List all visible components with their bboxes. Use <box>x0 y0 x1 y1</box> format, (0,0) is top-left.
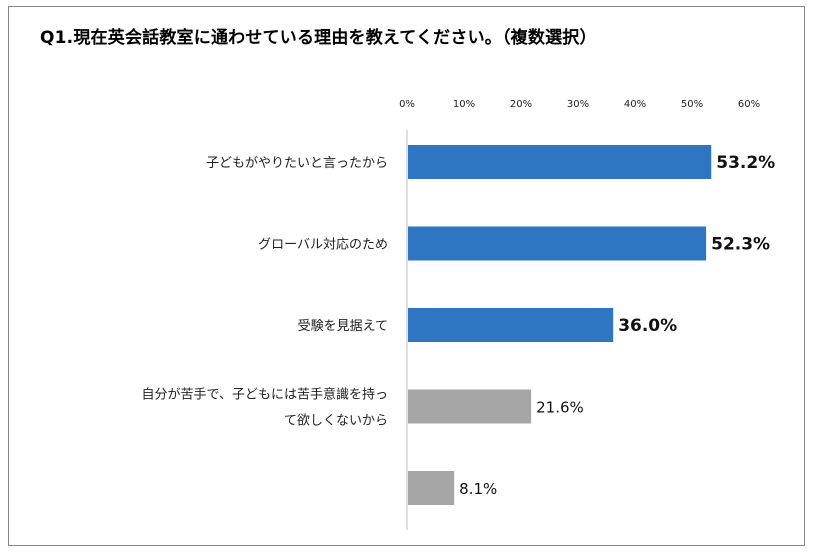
category-label: 子どもがやりたいと言ったから <box>206 156 388 171</box>
value-label: 8.1% <box>459 480 497 498</box>
bar <box>408 389 532 424</box>
category-label: 自分が苦手で、子どもには苦手意識を持っ <box>142 387 388 403</box>
x-tick-label: 0% <box>399 99 415 110</box>
value-labels: 53.2% 52.3% 36.0% 21.6% 8.1% <box>459 153 775 498</box>
category-labels: 子どもがやりたいと言ったからグローバル対応のため受験を見据えて自分が苦手で、子ど… <box>142 156 388 429</box>
category-label: て欲しくないから <box>284 413 388 429</box>
value-label: 36.0% <box>618 316 677 336</box>
bar <box>408 145 712 179</box>
bars <box>408 145 712 505</box>
value-label: 53.2% <box>716 153 775 173</box>
category-label: 受験を見据えて <box>298 319 388 334</box>
x-tick-label: 20% <box>510 99 532 110</box>
value-label: 52.3% <box>711 235 770 255</box>
x-tick-label: 60% <box>738 99 760 110</box>
value-label: 21.6% <box>536 399 584 417</box>
chart-title: Q1.現在英会話教室に通わせている理由を教えてください。（複数選択） <box>40 28 597 48</box>
x-tick-label: 30% <box>567 99 589 110</box>
x-tick-label: 50% <box>681 99 703 110</box>
x-axis-ticks: 0% 10% 20% 30% 40% 50% 60% <box>399 99 760 110</box>
x-tick-label: 10% <box>453 99 475 110</box>
category-label: グローバル対応のため <box>258 238 388 253</box>
bar <box>408 471 455 505</box>
x-tick-label: 40% <box>624 99 646 110</box>
bar <box>408 226 707 261</box>
bar <box>408 308 614 342</box>
